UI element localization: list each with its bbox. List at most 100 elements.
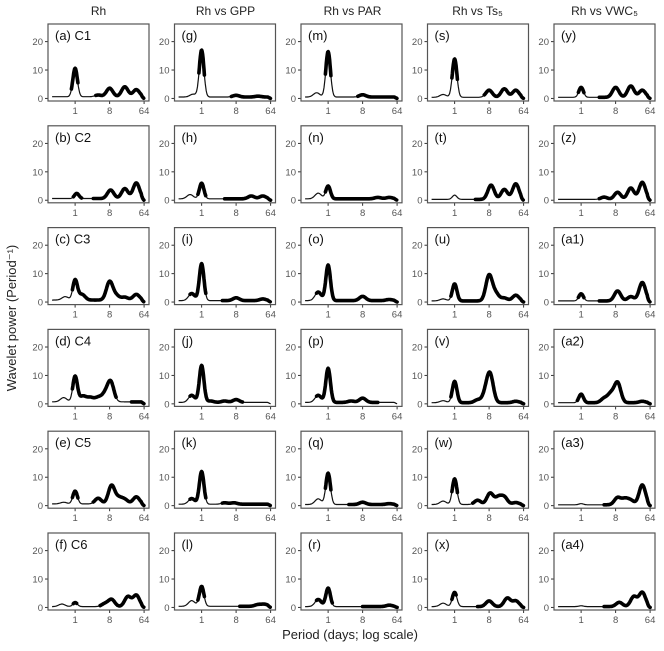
panel-frame — [47, 227, 150, 306]
significant-segment — [314, 263, 399, 304]
y-tick-label: 10 — [159, 269, 170, 280]
significant-segment — [196, 584, 207, 602]
x-tick-label: 64 — [265, 310, 276, 321]
x-tick-label: 64 — [392, 615, 403, 626]
y-tick-label: 0 — [291, 501, 296, 512]
y-tick-label: 10 — [159, 473, 170, 484]
x-tick-label: 1 — [578, 208, 583, 219]
power-curve — [178, 364, 271, 405]
y-tick-label: 10 — [32, 269, 43, 280]
y-tick-label: 0 — [38, 399, 43, 410]
panel-frame — [300, 328, 403, 407]
panel-label: (m) — [308, 28, 328, 43]
significant-segment — [91, 181, 146, 202]
y-tick-label: 10 — [159, 575, 170, 586]
x-tick-label: 8 — [107, 106, 112, 117]
panel: 0 10 20 1 8 64 (f) C6 — [32, 532, 150, 626]
panel-frame — [47, 23, 150, 102]
y-tick-label: 10 — [285, 575, 296, 586]
panel-frame — [426, 430, 530, 509]
panel: 0 10 20 1 8 64 (h) — [159, 125, 277, 219]
y-tick-label: 20 — [32, 343, 43, 354]
x-tick-label: 64 — [518, 208, 529, 219]
power-curve — [558, 381, 651, 405]
x-tick-label: 1 — [578, 615, 583, 626]
y-tick-label: 10 — [285, 371, 296, 382]
panel-frame — [426, 125, 530, 204]
x-tick-label: 1 — [199, 411, 204, 422]
power-curve — [178, 262, 271, 303]
x-tick-label: 64 — [645, 615, 656, 626]
x-tick-label: 8 — [360, 208, 365, 219]
panel: 0 10 20 1 8 64 (a4) — [538, 532, 656, 626]
panel-label: (u) — [435, 232, 451, 247]
panel-frame — [553, 328, 656, 407]
panel-label: (l) — [182, 537, 194, 552]
x-tick-label: 1 — [325, 513, 330, 524]
panel: 0 10 20 1 8 64 (u) — [412, 227, 530, 321]
panel-label: (x) — [435, 537, 450, 552]
y-tick-label: 10 — [412, 167, 423, 178]
x-tick-label: 64 — [392, 208, 403, 219]
y-tick-label: 0 — [544, 603, 549, 614]
column-title-rh: Rh — [90, 4, 107, 18]
x-tick-label: 1 — [452, 106, 457, 117]
x-tick-label: 64 — [139, 106, 150, 117]
panel-label: (i) — [182, 232, 194, 247]
panel: 0 10 20 1 8 64 (s) — [412, 23, 530, 117]
significant-segment — [71, 600, 79, 606]
y-tick-label: 20 — [159, 343, 170, 354]
significant-segment — [70, 489, 80, 500]
y-tick-label: 10 — [285, 269, 296, 280]
y-tick-label: 10 — [538, 66, 549, 77]
power-curve — [178, 48, 271, 99]
x-tick-label: 1 — [72, 615, 77, 626]
panel: 0 10 20 1 8 64 (c) C3 — [32, 227, 150, 321]
power-curve — [558, 281, 651, 303]
y-tick-label: 0 — [291, 298, 296, 309]
y-tick-label: 20 — [538, 139, 549, 150]
x-tick-label: 8 — [360, 615, 365, 626]
x-tick-label: 64 — [392, 513, 403, 524]
panel-label: (a) C1 — [55, 28, 91, 43]
y-tick-label: 10 — [32, 575, 43, 586]
panel-frame — [426, 227, 530, 306]
x-tick-label: 1 — [578, 106, 583, 117]
panel-frame — [173, 430, 277, 509]
x-tick-label: 1 — [452, 615, 457, 626]
panel: 0 10 20 1 8 64 (m) — [285, 23, 403, 117]
y-tick-label: 10 — [412, 269, 423, 280]
panel-frame — [426, 328, 530, 407]
x-tick-label: 1 — [578, 411, 583, 422]
y-tick-label: 20 — [538, 241, 549, 252]
y-tick-label: 20 — [32, 444, 43, 455]
y-tick-label: 20 — [32, 546, 43, 557]
significant-segment — [70, 374, 118, 400]
significant-segment — [129, 400, 146, 406]
x-tick-label: 64 — [139, 615, 150, 626]
y-tick-label: 0 — [164, 399, 169, 410]
y-tick-label: 0 — [38, 196, 43, 207]
x-tick-label: 64 — [392, 310, 403, 321]
significant-segment — [323, 184, 399, 202]
x-tick-label: 8 — [486, 310, 491, 321]
panel-frame — [47, 125, 150, 204]
y-tick-label: 20 — [159, 37, 170, 48]
significant-segment — [450, 477, 460, 495]
y-tick-label: 20 — [32, 241, 43, 252]
significant-segment — [323, 471, 333, 492]
x-tick-label: 1 — [578, 513, 583, 524]
y-tick-label: 0 — [164, 298, 169, 309]
x-tick-label: 8 — [613, 310, 618, 321]
panel-frame — [47, 532, 150, 611]
x-tick-label: 8 — [233, 208, 238, 219]
significant-segment — [70, 277, 146, 304]
x-tick-label: 8 — [233, 310, 238, 321]
panel-frame — [173, 227, 277, 306]
panel-frame — [300, 227, 403, 306]
significant-segment — [314, 366, 380, 405]
x-tick-label: 64 — [645, 513, 656, 524]
y-tick-label: 20 — [538, 37, 549, 48]
power-curve — [52, 375, 145, 405]
